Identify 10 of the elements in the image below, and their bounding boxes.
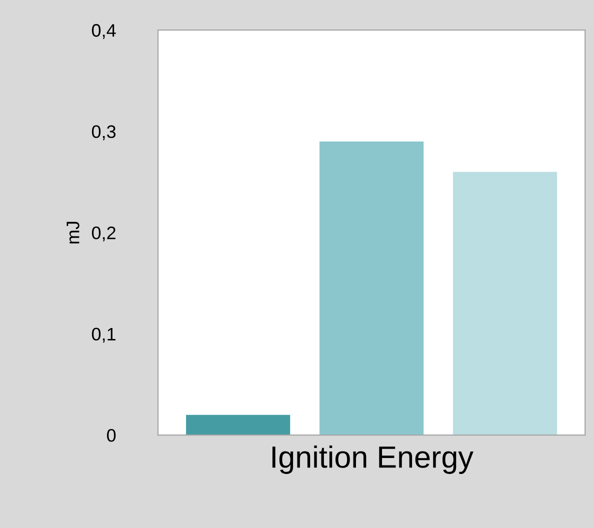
y-tick-label: 0,1	[92, 328, 116, 343]
y-axis-title: mJ	[66, 222, 80, 244]
bar	[319, 141, 424, 436]
bar	[186, 414, 290, 436]
y-tick-label: 0	[107, 429, 116, 442]
y-tick-label: 0,3	[92, 125, 116, 140]
x-axis-title: Ignition Energy	[272, 445, 474, 474]
bar	[452, 172, 558, 436]
y-tick-label: 0,4	[92, 24, 116, 39]
y-tick-label: 0,2	[92, 226, 116, 242]
